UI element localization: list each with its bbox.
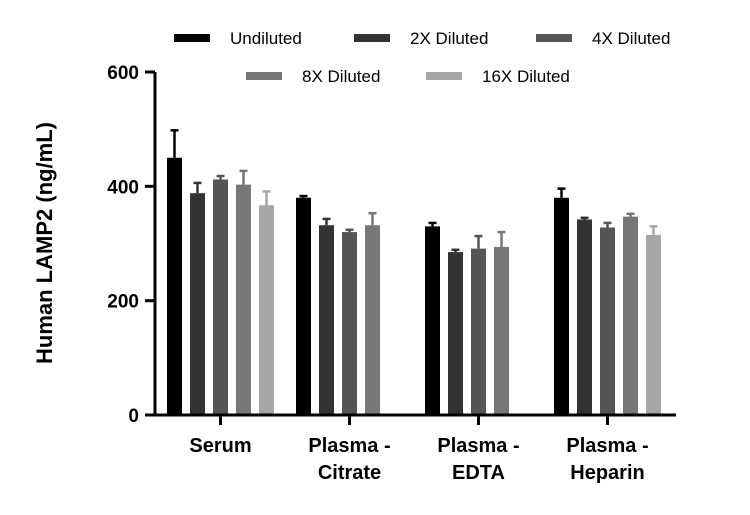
y-tick-label: 400: [107, 177, 139, 198]
y-tick-label: 0: [128, 406, 139, 427]
x-category-label: Serum: [189, 435, 251, 457]
legend-label: 8X Diluted: [302, 67, 380, 86]
x-category-label: Citrate: [318, 462, 381, 484]
legend-swatch: [246, 72, 282, 80]
legend-swatch: [426, 72, 462, 80]
y-tick-label: 600: [107, 63, 139, 84]
bar: [190, 193, 205, 415]
bar: [494, 246, 509, 415]
x-category-label: Plasma -: [308, 435, 390, 457]
bar: [259, 205, 274, 415]
legend-label: 2X Diluted: [410, 29, 488, 48]
bar: [425, 226, 440, 415]
bar: [236, 184, 251, 415]
legend-label: 16X Diluted: [482, 67, 570, 86]
legend-swatch: [174, 34, 210, 42]
y-tick-label: 200: [107, 292, 139, 313]
bar: [167, 157, 182, 415]
bar: [471, 248, 486, 415]
x-category-label: Plasma -: [566, 435, 648, 457]
legend-swatch: [354, 34, 390, 42]
bar: [296, 197, 311, 415]
x-category-label: Heparin: [570, 462, 644, 484]
legend-swatch: [536, 34, 572, 42]
legend: Undiluted 2X Diluted 4X Diluted 8X Diluted 1…: [174, 29, 670, 86]
y-axis-title: Human LAMP2 (ng/mL): [32, 122, 57, 364]
bar: [623, 216, 638, 415]
bar: [554, 197, 569, 415]
legend-label: Undiluted: [230, 29, 302, 48]
bar: [319, 225, 334, 415]
legend-label: 4X Diluted: [592, 29, 670, 48]
bar: [577, 219, 592, 415]
bar: [213, 179, 228, 415]
axes: 0 200 400 600 Serum Plasma - Citrate Plasma - ED…: [107, 63, 676, 484]
x-category-label: EDTA: [452, 462, 505, 484]
bar: [365, 225, 380, 415]
x-category-label: Plasma -: [437, 435, 519, 457]
bar: [600, 227, 615, 415]
bar: [342, 232, 357, 415]
bars: [167, 129, 661, 415]
bar: [646, 234, 661, 415]
bar: [448, 252, 463, 415]
